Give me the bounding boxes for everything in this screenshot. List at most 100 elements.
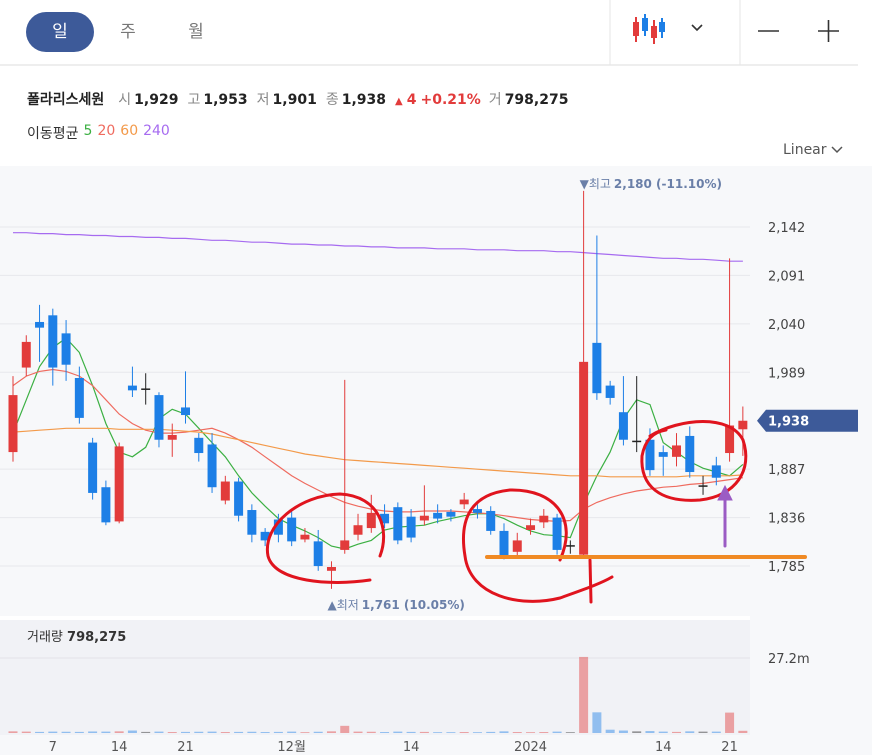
volume-bar (406, 731, 416, 733)
volume-bar (419, 731, 429, 733)
candle-body (300, 534, 310, 540)
volume-bar (672, 731, 681, 733)
candle-body (579, 361, 589, 555)
change-arrow: ▲ (395, 96, 403, 107)
price-info: 폴라리스세원 시 1,929 고 1,953 저 1,901 종 1,938 ▲ 4 +… (27, 89, 577, 109)
x-tick-label: 21 (721, 740, 738, 755)
candle-body (74, 378, 84, 418)
candle-body (738, 420, 748, 430)
volume-bar (194, 731, 204, 733)
ma-line (12, 368, 743, 523)
candle-body (141, 388, 151, 390)
volume-bar (618, 730, 628, 733)
candle-body (207, 444, 217, 488)
tab[interactable]: 일 (26, 12, 94, 52)
candle-body (234, 481, 244, 516)
tab[interactable]: 주 (120, 22, 136, 42)
x-tick-label: 21 (177, 740, 194, 755)
min-value: 1,761 (10.05%) (362, 598, 465, 612)
volume-bar (340, 725, 350, 733)
volume-bar (552, 731, 562, 733)
candle-body (605, 385, 615, 398)
x-axis-bg (0, 735, 872, 755)
volume-bar (632, 731, 642, 733)
candle-body (526, 525, 536, 530)
candle-body (340, 540, 350, 550)
candle-body (287, 517, 297, 542)
volume-bar (247, 731, 257, 733)
volume-bar (353, 731, 363, 733)
candle-body (512, 540, 522, 552)
candle-body (645, 439, 655, 471)
label: 거 (488, 92, 502, 108)
candle-body (366, 512, 376, 529)
volume-title: 거래량 (27, 630, 63, 645)
candle-body (711, 465, 721, 478)
ma-line (12, 427, 743, 478)
legend-entry: 20 (97, 123, 116, 139)
ma-line (13, 232, 743, 262)
volume-bg (0, 620, 750, 735)
candle-body (419, 515, 429, 521)
max-label: ▼최고 (580, 177, 611, 191)
candle-body (565, 545, 575, 547)
x-tick-label: 14 (655, 740, 672, 755)
candle-body (326, 567, 336, 571)
scale-text: Linear (783, 142, 827, 158)
candle-body (446, 511, 456, 517)
candle-body (260, 531, 270, 541)
label: 종 (325, 92, 339, 108)
stock-name: 폴라리스세원 (27, 92, 105, 108)
candle-body (21, 341, 31, 368)
x-tick-label: 2024 (514, 740, 547, 755)
change-pct: +0.21% (420, 92, 481, 108)
candle-body (672, 445, 681, 457)
volume-bar (472, 732, 482, 733)
period-tabs: 일 주 월 (26, 12, 230, 52)
y-tick-label: 1,785 (768, 560, 805, 575)
volume-bar (592, 712, 602, 733)
volume-bar (61, 731, 71, 733)
volume-bar (207, 731, 217, 733)
x-tick-label: 12월 (277, 740, 306, 755)
candle-body (313, 541, 323, 567)
candle-body (35, 321, 45, 328)
candle-body (685, 435, 695, 473)
tab[interactable]: 월 (188, 22, 204, 42)
plot: 2,142 2,091 2,040 1,989 1,887 1,836 1,785 27.2m… (0, 177, 858, 755)
price-tag (757, 409, 858, 432)
candle-body (698, 485, 708, 487)
volume-bar (300, 732, 310, 733)
candle-body (181, 407, 191, 416)
scale-button[interactable]: Linear (783, 142, 843, 158)
volume-bar (725, 712, 735, 733)
volume-bar (579, 656, 589, 733)
x-tick-label: 14 (111, 740, 128, 755)
volume-bar (711, 731, 721, 733)
volume-bar (605, 729, 615, 733)
ma-line (12, 337, 744, 550)
candle-body (127, 385, 137, 391)
label: 저 (256, 92, 270, 108)
volume-bar (380, 732, 390, 733)
volume-bar (114, 731, 124, 733)
candle-body (114, 446, 124, 522)
price-tag-label: 1,938 (768, 415, 809, 430)
y-tick-label: 2,040 (768, 318, 805, 333)
volume-bar (366, 731, 376, 733)
plot-bg (0, 166, 872, 616)
volume-bar (74, 731, 84, 733)
candle-body (472, 509, 482, 513)
chevron (691, 24, 703, 32)
candle-body (592, 342, 602, 394)
ma-legend: 이동평균 5 20 60 240 (27, 123, 170, 143)
volume-bar (141, 731, 151, 733)
candle-body (539, 515, 549, 523)
volume-bar (181, 731, 191, 733)
min-annotation: ▲최저 1,761 (10.05%) (327, 598, 464, 612)
candle-body (167, 434, 177, 440)
volume-bar (8, 731, 18, 733)
candle-icon (633, 14, 665, 44)
candle-body (61, 333, 71, 365)
